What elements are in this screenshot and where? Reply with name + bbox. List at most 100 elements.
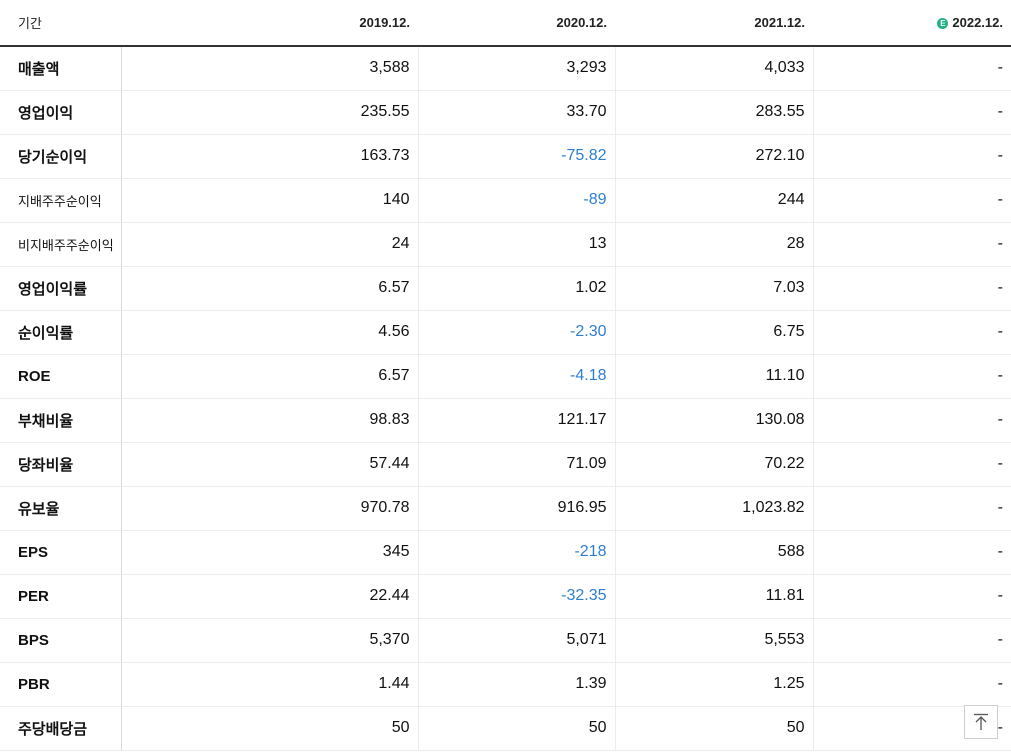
cell-2021: 50	[614, 705, 813, 751]
cell-2021: 588	[614, 529, 813, 575]
cell-2021: 283.55	[614, 90, 813, 135]
cell-2022: -	[812, 310, 1011, 355]
cell-2021: 130.08	[614, 397, 813, 443]
cell-2019: 50	[120, 705, 418, 751]
cell-2019: 1.44	[120, 662, 418, 707]
cell-2021: 5,553	[614, 618, 813, 663]
cell-2021: 1.25	[614, 662, 813, 707]
table-row: 순이익률 4.56 -2.30 6.75-	[0, 310, 1011, 355]
period-header-label: 기간	[0, 0, 121, 47]
cell-2022: -	[812, 46, 1011, 91]
cell-2020: -2.30	[417, 310, 615, 355]
row-label: 지배주주순이익	[0, 178, 122, 223]
row-label: 영업이익	[0, 90, 122, 135]
table-row: 당좌비율 57.44 71.09 70.22-	[0, 442, 1011, 487]
row-label: 당좌비율	[0, 442, 122, 487]
cell-2020: 1.39	[417, 662, 615, 707]
row-label: 영업이익률	[0, 265, 122, 311]
table-row: EPS 345 -218 588-	[0, 529, 1011, 575]
cell-2022: -	[812, 134, 1011, 179]
cell-2021: 7.03	[614, 265, 813, 311]
cell-2020: 121.17	[417, 397, 615, 443]
table-row: 유보율 970.78 916.95 1,023.82-	[0, 486, 1011, 531]
cell-2020: -89	[417, 178, 615, 223]
cell-2022: -	[812, 486, 1011, 531]
estimate-badge-icon: E	[937, 18, 949, 29]
cell-2021: 6.75	[614, 310, 813, 355]
table-row: 매출액 3,588 3,293 4,033-	[0, 46, 1011, 91]
row-label: 주당배당금	[0, 705, 122, 751]
row-label: BPS	[0, 618, 122, 663]
row-label: 비지배주주순이익	[0, 222, 122, 267]
cell-2019: 5,370	[120, 618, 418, 663]
cell-2022: -	[812, 574, 1011, 619]
table-header-row: 기간 2019.12. 2020.12. 2021.12. E 2022.12.	[0, 0, 1011, 47]
cell-2019: 6.57	[120, 265, 418, 311]
cell-2020: 50	[417, 705, 615, 751]
cell-2020: 13	[417, 222, 615, 267]
cell-2021: 28	[614, 222, 813, 267]
row-label: PER	[0, 574, 122, 619]
table-row: ROE 6.57 -4.18 11.10-	[0, 354, 1011, 399]
period-header-2022-label: 2022.12.	[952, 15, 1003, 30]
row-label: 유보율	[0, 486, 122, 531]
cell-2019: 3,588	[120, 46, 418, 91]
table-row: BPS 5,370 5,071 5,553-	[0, 618, 1011, 663]
cell-2022: -	[812, 354, 1011, 399]
cell-2021: 4,033	[614, 46, 813, 91]
cell-2020: -75.82	[417, 134, 615, 179]
arrow-up-to-top-icon	[974, 713, 988, 730]
table-row: 당기순이익 163.73 -75.82 272.10-	[0, 134, 1011, 179]
row-label: PBR	[0, 662, 122, 707]
cell-2022: -	[812, 265, 1011, 311]
row-label: 순이익률	[0, 310, 122, 355]
table-row: 부채비율 98.83 121.17 130.08-	[0, 397, 1011, 443]
cell-2019: 235.55	[120, 90, 418, 135]
cell-2021: 1,023.82	[614, 486, 813, 531]
cell-2021: 11.10	[614, 354, 813, 399]
cell-2019: 98.83	[120, 397, 418, 443]
cell-2020: -32.35	[417, 574, 615, 619]
table-row: 영업이익률 6.57 1.02 7.03-	[0, 265, 1011, 311]
cell-2019: 22.44	[120, 574, 418, 619]
table-row: 비지배주주순이익 24 13 28-	[0, 222, 1011, 267]
cell-2019: 345	[120, 529, 418, 575]
cell-2019: 24	[120, 222, 418, 267]
cell-2019: 970.78	[120, 486, 418, 531]
table-row: PBR 1.44 1.39 1.25-	[0, 662, 1011, 707]
cell-2022: -	[812, 222, 1011, 267]
cell-2019: 4.56	[120, 310, 418, 355]
cell-2021: 272.10	[614, 134, 813, 179]
cell-2021: 70.22	[614, 442, 813, 487]
cell-2022: -	[812, 618, 1011, 663]
row-label: 부채비율	[0, 397, 122, 443]
cell-2021: 11.81	[614, 574, 813, 619]
period-header-2021: 2021.12.	[615, 0, 813, 47]
row-label: 당기순이익	[0, 134, 122, 179]
period-header-2022-estimate: E 2022.12.	[813, 0, 1011, 47]
cell-2019: 163.73	[120, 134, 418, 179]
cell-2020: 33.70	[417, 90, 615, 135]
cell-2019: 6.57	[120, 354, 418, 399]
cell-2020: 3,293	[417, 46, 615, 91]
cell-2020: 71.09	[417, 442, 615, 487]
cell-2020: 916.95	[417, 486, 615, 531]
period-header-2019: 2019.12.	[121, 0, 418, 47]
row-label: 매출액	[0, 46, 122, 91]
table-row: 영업이익 235.55 33.70 283.55-	[0, 90, 1011, 135]
row-label: EPS	[0, 529, 122, 575]
table-row: PER 22.44 -32.35 11.81-	[0, 574, 1011, 619]
period-header-2020: 2020.12.	[418, 0, 615, 47]
row-label: ROE	[0, 354, 122, 399]
cell-2022: -	[812, 90, 1011, 135]
table-row: 지배주주순이익 140 -89 244-	[0, 178, 1011, 223]
cell-2019: 140	[120, 178, 418, 223]
cell-2022: -	[812, 529, 1011, 575]
cell-2020: 5,071	[417, 618, 615, 663]
scroll-to-top-button[interactable]	[964, 705, 998, 739]
cell-2019: 57.44	[120, 442, 418, 487]
cell-2022: -	[812, 397, 1011, 443]
cell-2020: 1.02	[417, 265, 615, 311]
cell-2020: -4.18	[417, 354, 615, 399]
